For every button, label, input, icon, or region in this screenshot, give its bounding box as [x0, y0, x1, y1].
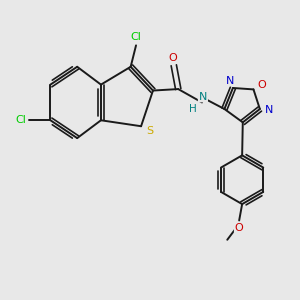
- Text: O: O: [257, 80, 266, 90]
- Text: N: N: [226, 76, 235, 85]
- Text: Cl: Cl: [130, 32, 142, 42]
- Text: Cl: Cl: [15, 115, 26, 125]
- Text: N: N: [265, 106, 273, 116]
- Text: O: O: [235, 223, 244, 233]
- Text: S: S: [146, 126, 153, 136]
- Text: O: O: [168, 53, 177, 63]
- Text: H: H: [189, 104, 197, 114]
- Text: N: N: [199, 92, 207, 101]
